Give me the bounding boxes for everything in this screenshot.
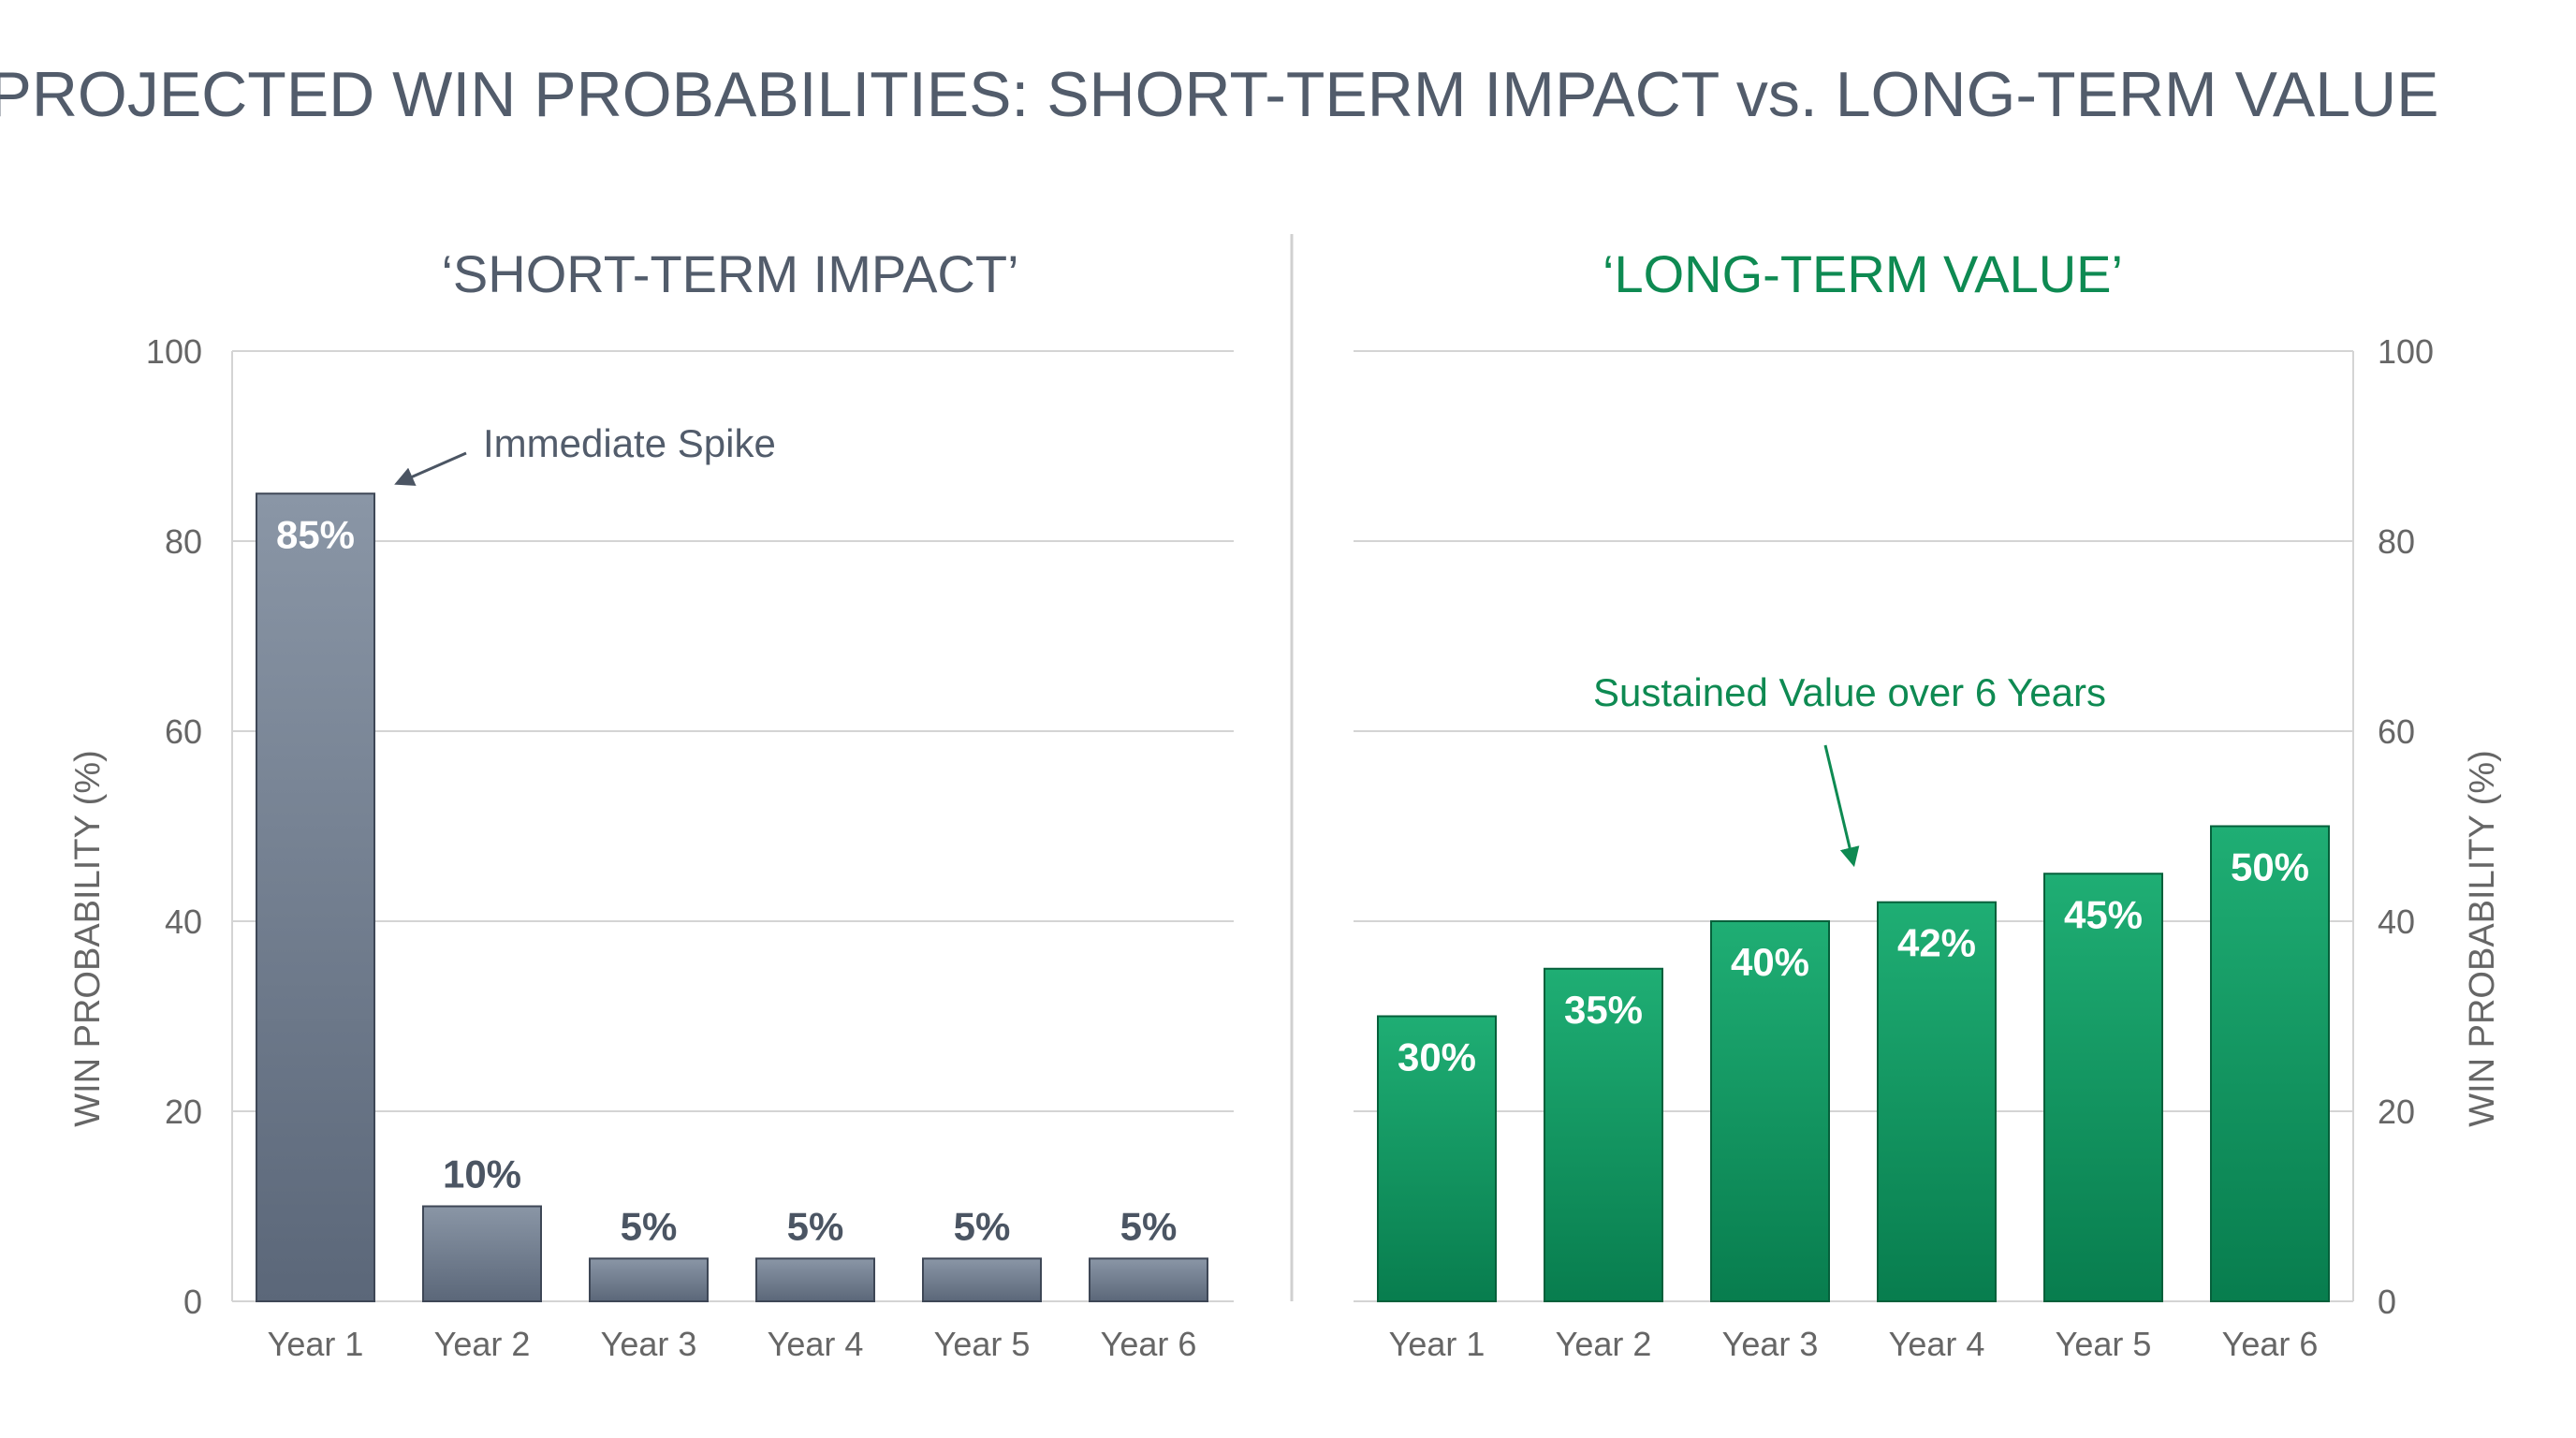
y-tick-label: 40	[165, 902, 202, 941]
chart-title: ‘LONG-TERM VALUE’	[1603, 244, 2123, 303]
bar-year-3	[1710, 920, 1830, 1302]
short-term-chart: ‘SHORT-TERM IMPACT’ 0 20 40 60 80 100 WIN PROBA…	[68, 244, 1234, 1363]
data-label: 40%	[1731, 940, 1809, 984]
data-label: 5%	[1120, 1204, 1178, 1248]
data-label: 85%	[276, 512, 355, 556]
x-tick-label: Year 4	[768, 1325, 864, 1363]
data-label: 5%	[621, 1204, 678, 1248]
x-tick-label: Year 1	[1389, 1325, 1486, 1363]
bar-year-5	[2043, 873, 2163, 1302]
y-axis-label: WIN PROBABILITY (%)	[2463, 750, 2502, 1127]
data-label: 5%	[787, 1204, 844, 1248]
y-tick-label: 80	[165, 522, 202, 561]
y-tick-label: 100	[2378, 332, 2434, 371]
data-label: 5%	[954, 1204, 1011, 1248]
data-label: 10%	[443, 1152, 521, 1196]
bar-year-1	[256, 492, 375, 1302]
y-tick-label: 0	[183, 1283, 202, 1321]
data-label: 30%	[1398, 1035, 1476, 1079]
bar-year-2	[422, 1205, 542, 1302]
main-title: PROJECTED WIN PROBABILITIES: SHORT-TERM …	[0, 59, 2439, 130]
x-tick-label: Year 5	[2056, 1325, 2152, 1363]
annotation-sustained-value: Sustained Value over 6 Years	[1593, 670, 2106, 714]
bar-year-4	[755, 1257, 875, 1302]
x-tick-label: Year 2	[434, 1325, 531, 1363]
x-tick-label: Year 4	[1889, 1325, 1985, 1363]
y-tick-label: 80	[2378, 522, 2415, 561]
x-tick-label: Year 6	[2222, 1325, 2319, 1363]
y-tick-label: 40	[2378, 902, 2415, 941]
chart-title: ‘SHORT-TERM IMPACT’	[441, 244, 1018, 303]
x-tick-label: Year 3	[1722, 1325, 1819, 1363]
bar-year-4	[1877, 901, 1997, 1302]
y-tick-label: 0	[2378, 1283, 2396, 1321]
annotation-immediate-spike: Immediate Spike	[483, 421, 776, 465]
y-tick-label: 20	[165, 1093, 202, 1131]
x-tick-label: Year 5	[934, 1325, 1031, 1363]
y-tick-label: 60	[165, 712, 202, 751]
x-tick-label: Year 2	[1556, 1325, 1652, 1363]
x-tick-label: Year 3	[601, 1325, 697, 1363]
x-tick-label: Year 1	[268, 1325, 364, 1363]
annotation-arrow	[394, 451, 467, 486]
annotation-arrow	[1823, 744, 1860, 868]
y-tick-label: 100	[146, 332, 202, 371]
y-tick-label: 20	[2378, 1093, 2415, 1131]
data-label: 42%	[1897, 921, 1976, 965]
bar-year-6	[2210, 825, 2330, 1302]
bar-year-5	[922, 1257, 1042, 1302]
bar-year-1	[1377, 1015, 1497, 1302]
bar-year-2	[1544, 967, 1663, 1302]
long-term-chart: ‘LONG-TERM VALUE’ 0 20 40 60 80 100 WIN PROBABI…	[1354, 244, 2502, 1363]
x-tick-label: Year 6	[1101, 1325, 1197, 1363]
y-tick-label: 60	[2378, 712, 2415, 751]
data-label: 35%	[1564, 988, 1643, 1032]
y-axis-label: WIN PROBABILITY (%)	[68, 750, 108, 1127]
data-label: 45%	[2064, 892, 2143, 936]
bar-year-6	[1089, 1257, 1208, 1302]
bar-year-3	[589, 1257, 709, 1302]
data-label: 50%	[2231, 845, 2309, 889]
